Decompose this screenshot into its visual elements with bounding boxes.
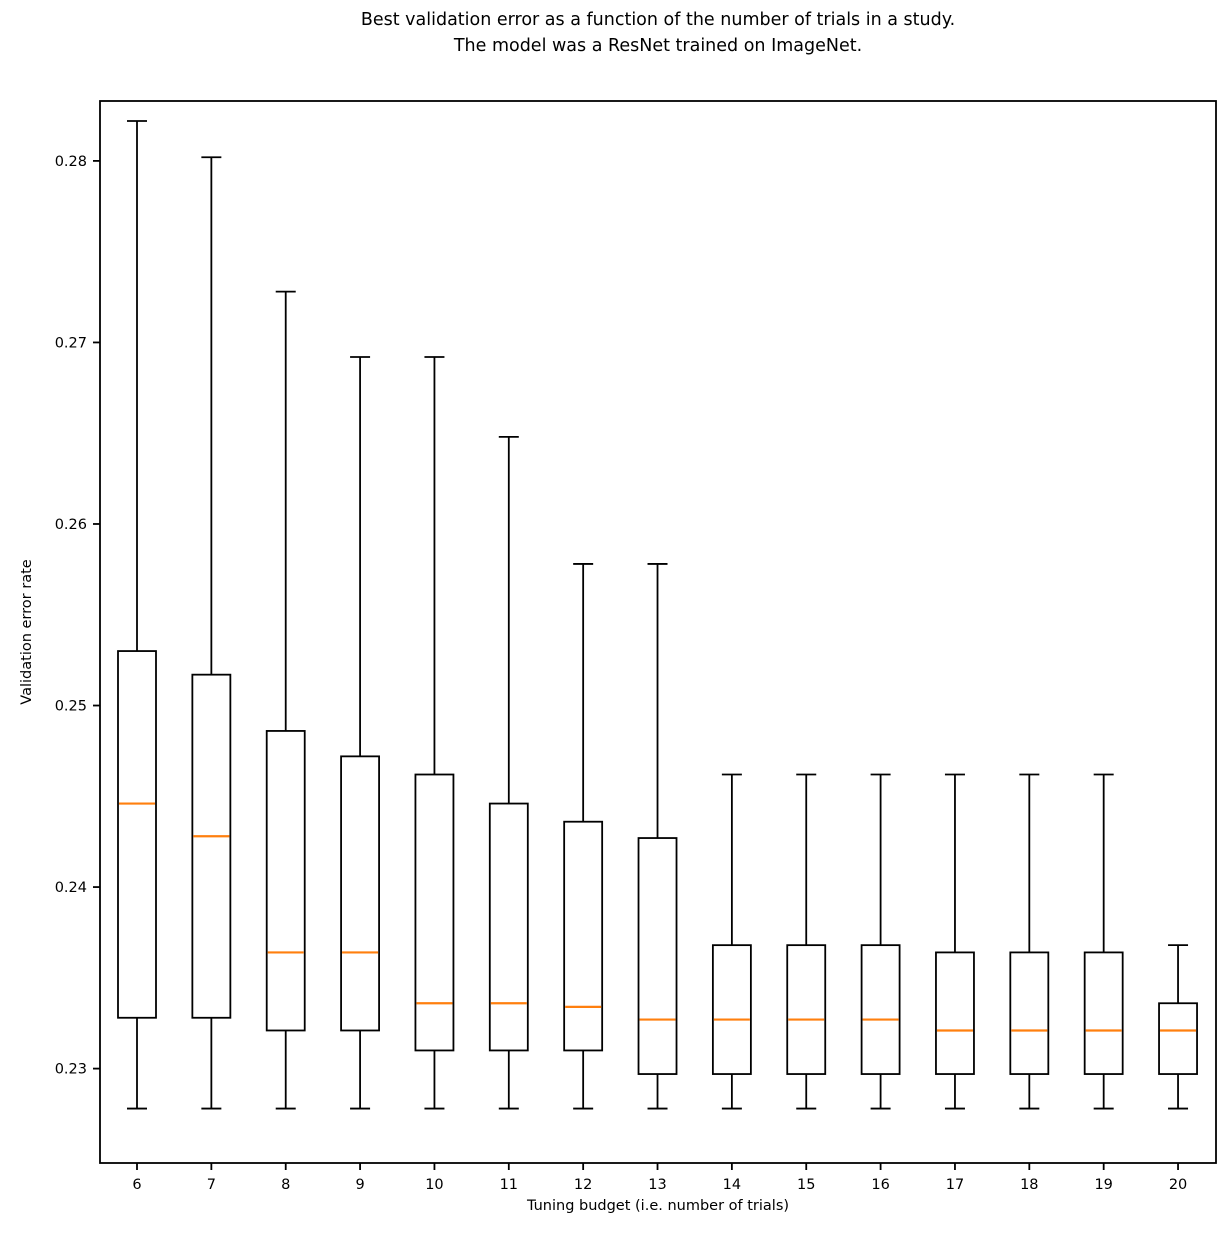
box-rect-15: [786, 944, 827, 1075]
chart-title-line2: The model was a ResNet trained on ImageN…: [453, 36, 863, 56]
x-tick-label: 20: [1169, 1177, 1187, 1193]
x-tick-label: 9: [355, 1177, 364, 1193]
x-tick-label: 6: [132, 1177, 141, 1193]
x-tick-label: 19: [1094, 1177, 1112, 1193]
box-rect-8: [265, 730, 306, 1032]
box-rect-9: [340, 755, 380, 1032]
y-tick-label: 0.28: [55, 154, 87, 170]
box-rect-12: [563, 820, 604, 1052]
x-tick-label: 15: [797, 1177, 815, 1193]
box-rect-11: [488, 802, 529, 1052]
y-tick-label: 0.26: [55, 517, 87, 533]
box-rect-10: [414, 773, 455, 1052]
chart-title: Best validation error as a function of t…: [100, 7, 1216, 59]
chart-title-line1: Best validation error as a function of t…: [360, 10, 956, 30]
y-tick-label: 0.27: [55, 335, 87, 351]
x-tick-label: 11: [500, 1177, 518, 1193]
x-tick-label: 7: [207, 1177, 216, 1193]
x-tick-label: 8: [281, 1177, 290, 1193]
box-rect-16: [860, 944, 901, 1075]
y-tick-label: 0.25: [55, 699, 87, 715]
x-axis-label: Tuning budget (i.e. number of trials): [526, 1198, 790, 1214]
y-tick-label: 0.24: [55, 880, 87, 896]
x-tick-label: 14: [723, 1177, 741, 1193]
box-rect-17: [935, 951, 975, 1075]
box-rect-18: [1009, 951, 1050, 1075]
y-axis-label: Validation error rate: [19, 559, 35, 705]
x-tick-label: 18: [1020, 1177, 1038, 1193]
box-rect-20: [1158, 1002, 1198, 1075]
box-rect-6: [117, 650, 157, 1019]
x-tick-label: 13: [648, 1177, 666, 1193]
x-tick-label: 12: [574, 1177, 592, 1193]
x-tick-label: 17: [946, 1177, 964, 1193]
box-rect-14: [711, 944, 752, 1075]
box-rect-19: [1083, 951, 1124, 1075]
box-rect-7: [191, 673, 232, 1019]
box-rect-13: [637, 837, 678, 1075]
y-tick-label: 0.23: [55, 1062, 87, 1078]
x-tick-label: 16: [871, 1177, 889, 1193]
x-tick-label: 10: [425, 1177, 443, 1193]
